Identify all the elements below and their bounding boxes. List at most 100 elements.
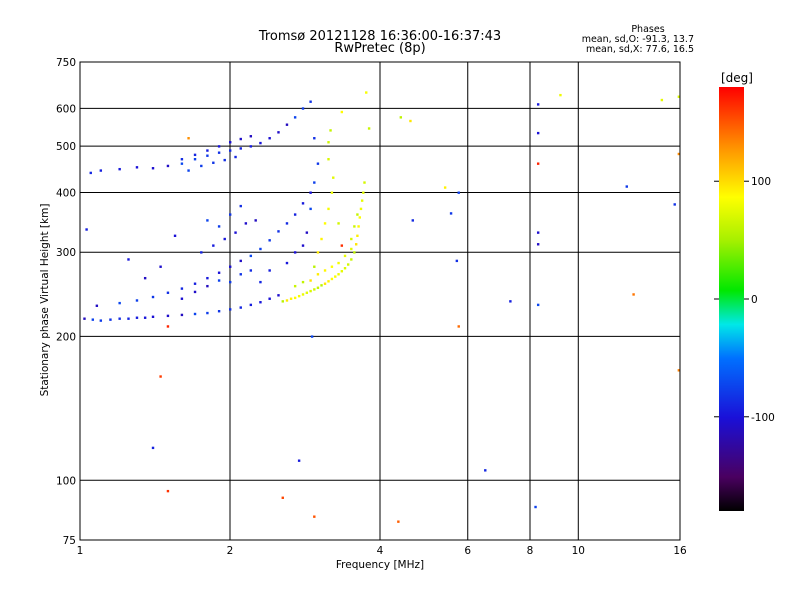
data-point (91, 318, 95, 321)
data-point (118, 167, 121, 171)
data-point (313, 137, 316, 140)
x-tick-labels: 1 2 4 6 8 10 16 (77, 545, 687, 557)
x-tick-label: 6 (464, 545, 471, 557)
y-tick-label: 500 (56, 141, 76, 153)
y-tick-label: 750 (56, 57, 76, 69)
data-point (239, 147, 242, 150)
data-point (239, 204, 242, 208)
x-tick-label: 1 (77, 545, 84, 557)
data-point (343, 267, 347, 270)
data-point (297, 459, 301, 462)
data-point (323, 269, 327, 272)
data-point (330, 191, 334, 194)
data-point (363, 181, 366, 184)
data-point (362, 191, 365, 194)
chart-title: Tromsø 20121128 16:36:00-16:37:43 (258, 29, 501, 44)
data-point (180, 297, 184, 300)
data-point (151, 295, 155, 299)
data-point (350, 237, 353, 241)
data-point (206, 154, 209, 157)
data-point (206, 219, 209, 222)
data-point (217, 145, 221, 148)
data-point (343, 254, 347, 258)
data-point (360, 199, 364, 202)
data-point (340, 110, 344, 114)
data-point (457, 191, 460, 194)
data-point (289, 297, 293, 300)
data-point (223, 158, 226, 162)
data-point (313, 288, 316, 291)
data-point (316, 251, 320, 254)
plot-frame (79, 61, 681, 541)
data-point (309, 279, 312, 282)
data-point (127, 317, 130, 320)
data-point (223, 237, 226, 241)
x-tick-label: 4 (377, 545, 384, 557)
data-point (509, 300, 512, 303)
data-point (677, 95, 681, 98)
y-tick-label: 100 (56, 475, 76, 487)
x-tick-label: 16 (673, 545, 687, 557)
data-point (244, 222, 248, 225)
data-point (239, 137, 242, 141)
data-point (677, 152, 681, 156)
data-point (285, 123, 289, 126)
data-point (206, 276, 209, 280)
data-point (285, 299, 289, 302)
data-point (536, 243, 540, 246)
data-point (166, 164, 170, 168)
data-point (340, 244, 344, 247)
data-point (135, 299, 139, 302)
data-point (135, 316, 139, 319)
data-point (217, 310, 221, 313)
data-point (329, 129, 332, 132)
data-point (268, 297, 271, 300)
data-point (180, 313, 184, 317)
data-point (536, 162, 540, 165)
chart-subtitle: RwPretec (8p) (334, 41, 425, 56)
data-point (259, 247, 262, 251)
data-point (268, 269, 271, 272)
data-point (455, 259, 459, 263)
data-point (332, 176, 335, 179)
data-point (281, 496, 284, 499)
data-point (356, 213, 359, 216)
y-tick-label: 400 (56, 187, 76, 199)
data-point (340, 270, 344, 273)
data-point (305, 291, 309, 294)
data-point (249, 269, 253, 272)
data-point (173, 234, 177, 237)
colorbar-tick-label: 100 (751, 176, 771, 188)
data-point (346, 263, 350, 266)
data-point (337, 273, 340, 276)
data-point (249, 135, 253, 138)
data-point (327, 280, 330, 283)
data-point (443, 186, 447, 189)
data-point (309, 100, 312, 103)
data-point (353, 225, 356, 228)
data-point (536, 131, 540, 135)
data-point (330, 265, 334, 268)
data-point (99, 319, 103, 322)
data-point (239, 306, 242, 309)
data-point (229, 308, 232, 311)
data-point (259, 301, 262, 304)
data-point (316, 162, 320, 165)
data-point (229, 280, 232, 284)
data-point (229, 149, 232, 152)
data-point (536, 231, 540, 234)
data-point (677, 369, 681, 372)
data-point (534, 505, 537, 509)
data-point (293, 213, 297, 216)
data-point (660, 98, 664, 102)
data-point (234, 231, 237, 234)
data-point (229, 141, 232, 144)
data-point (166, 325, 170, 328)
data-point (399, 116, 403, 119)
data-point (159, 375, 162, 378)
data-point (180, 162, 184, 165)
x-tick-label: 10 (572, 545, 585, 557)
data-point (99, 169, 103, 172)
data-point (330, 277, 334, 281)
